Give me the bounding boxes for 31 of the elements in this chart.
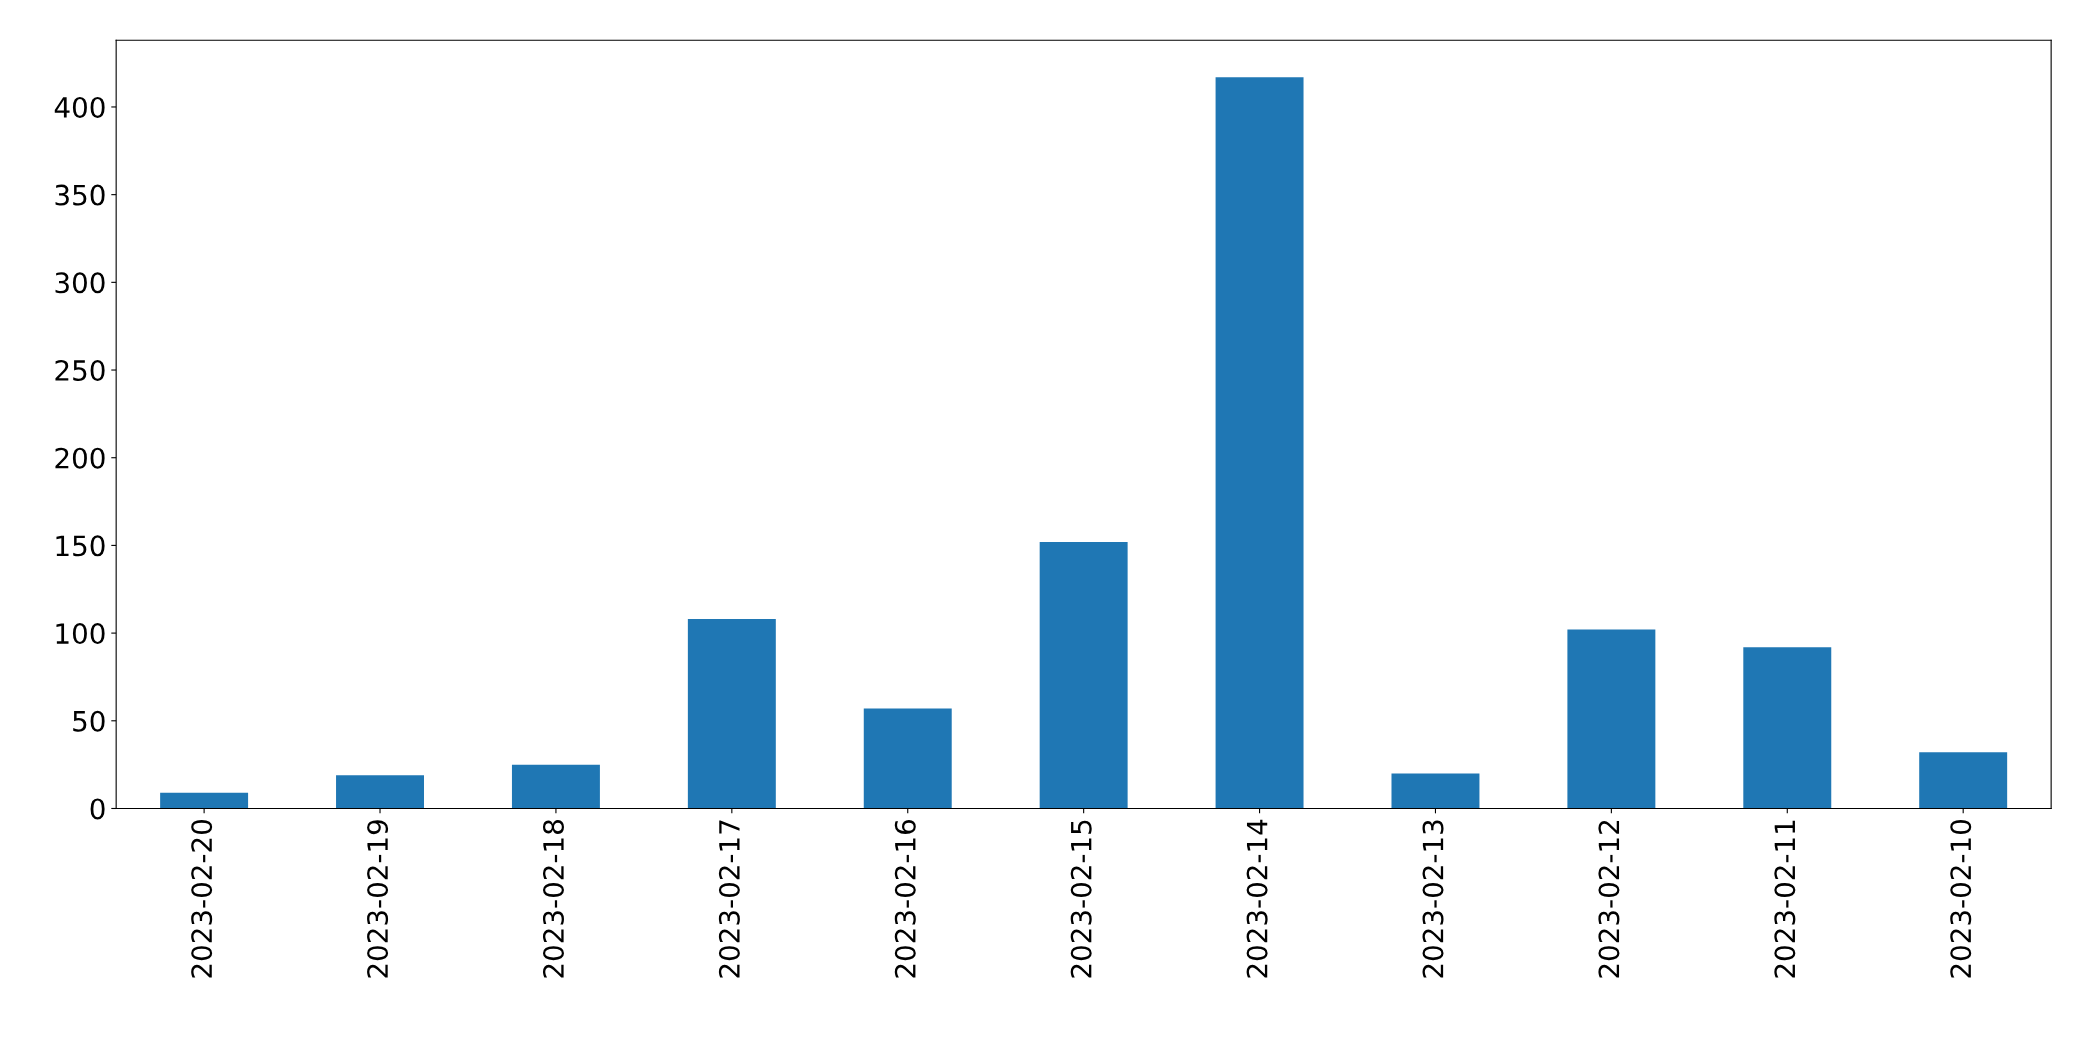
x-tick-label: 2023-02-11 (1774, 820, 1796, 978)
x-tick-label: 2023-02-19 (367, 820, 389, 978)
bar (687, 619, 776, 809)
bar (863, 708, 952, 809)
y-tick-label: 0 (90, 798, 105, 820)
y-tick-label: 400 (54, 96, 105, 118)
x-tick-label: 2023-02-13 (1422, 820, 1444, 978)
x-tick-label: 2023-02-10 (1950, 820, 1972, 978)
bar (511, 764, 600, 809)
bar (1919, 752, 2008, 809)
y-tick-label: 50 (73, 710, 105, 732)
y-tick-label: 250 (55, 359, 105, 381)
x-tick-label: 2023-02-17 (718, 820, 740, 978)
y-tick-label: 150 (56, 535, 105, 557)
bar (1567, 629, 1656, 809)
y-tick-label: 350 (55, 184, 105, 206)
bar (336, 775, 424, 809)
x-tick-label: 2023-02-18 (542, 820, 564, 978)
y-tick-label: 300 (55, 272, 105, 294)
y-tick-label: 100 (56, 623, 105, 645)
bar (1391, 773, 1480, 809)
x-tick-label: 2023-02-16 (894, 819, 916, 978)
bar (160, 792, 249, 809)
x-tick-label: 2023-02-20 (191, 820, 213, 978)
bar (1039, 541, 1128, 809)
x-tick-label: 2023-02-14 (1246, 819, 1268, 978)
bar (1743, 647, 1832, 809)
y-tick-label: 200 (55, 447, 105, 469)
bar (1215, 77, 1304, 809)
x-tick-label: 2023-02-12 (1598, 820, 1620, 978)
x-tick-label: 2023-02-15 (1070, 820, 1092, 978)
